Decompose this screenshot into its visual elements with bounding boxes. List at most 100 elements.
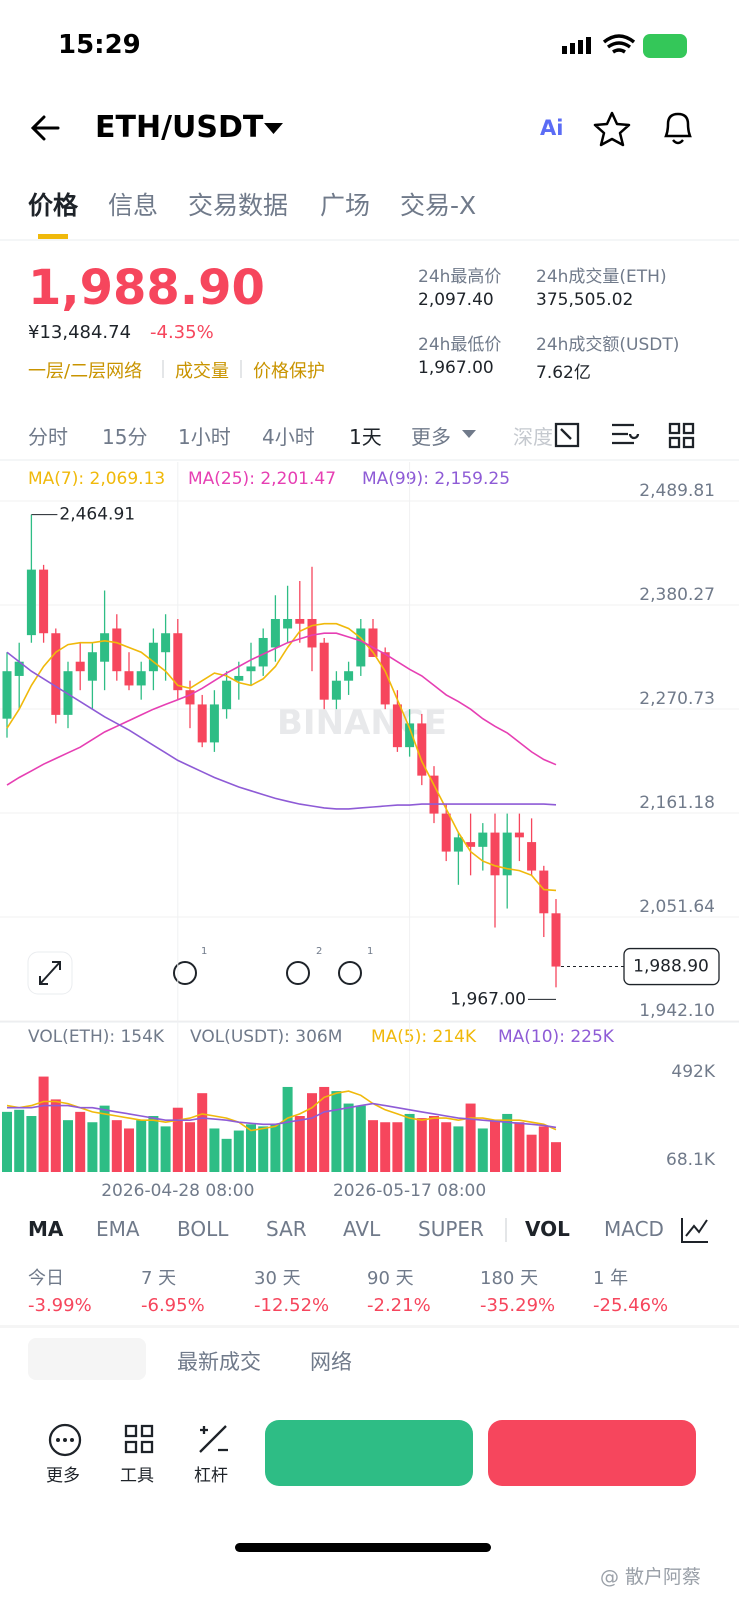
tools-icon[interactable]	[124, 1424, 154, 1454]
ma-legend: MA(99): 2,159.25	[362, 469, 511, 489]
candle-body	[161, 633, 171, 653]
tool-label[interactable]: 杠杆	[194, 1466, 228, 1486]
interval[interactable]: 更多	[411, 425, 451, 449]
sell-button[interactable]	[488, 1420, 696, 1486]
chart-type-icon[interactable]	[681, 1218, 708, 1243]
indicator-tab[interactable]: MA	[28, 1217, 64, 1241]
candle-body	[2, 671, 12, 719]
globe-tool[interactable]	[173, 961, 197, 985]
y-tick-label: 68.1K	[666, 1150, 716, 1170]
x-tick-label: 2026-05-17 08:00	[333, 1181, 486, 1201]
alert-button[interactable]	[664, 112, 692, 145]
more-icon[interactable]	[48, 1423, 82, 1457]
ma-line	[6, 622, 557, 892]
vol-ma-legend: MA(10): 225K	[498, 1027, 614, 1047]
volume-bar	[538, 1126, 549, 1172]
tool-label[interactable]: 更多	[46, 1466, 80, 1486]
candle-body	[380, 652, 390, 705]
volume-bar	[258, 1126, 269, 1172]
volume-bar	[307, 1093, 317, 1172]
period-change: -2.21%	[367, 1295, 431, 1316]
globe-tool[interactable]	[338, 961, 362, 985]
more-dropdown[interactable]	[462, 430, 476, 438]
globe-tool[interactable]	[286, 961, 310, 985]
interval[interactable]: 15分	[102, 425, 148, 449]
indicator-tab[interactable]: VOL	[525, 1217, 570, 1241]
indicator-tab[interactable]: MACD	[604, 1217, 664, 1241]
volume-bar	[453, 1126, 464, 1172]
indicator-settings-icon[interactable]	[612, 423, 640, 445]
candle-body	[502, 832, 512, 876]
order-tab[interactable]: 网络	[310, 1350, 352, 1374]
fullscreen-icon	[39, 961, 61, 985]
volume-bar	[160, 1126, 171, 1172]
buy-button[interactable]	[265, 1420, 473, 1486]
candle-body	[51, 633, 61, 715]
interval[interactable]: 深度	[513, 425, 553, 449]
tab[interactable]: 交易数据	[188, 191, 289, 220]
favorite-button[interactable]	[593, 111, 631, 147]
period-label: 今日	[28, 1268, 64, 1289]
period-label: 30 天	[254, 1268, 301, 1289]
tab[interactable]: 广场	[320, 191, 371, 220]
back-button[interactable]	[30, 115, 60, 141]
ai-button[interactable]: Ai	[540, 116, 564, 140]
stat-label: 24h成交量(ETH)	[536, 267, 667, 287]
tab-indicator	[38, 234, 68, 239]
volume-bar	[63, 1120, 73, 1172]
volume-bar	[99, 1105, 110, 1172]
volume-bar	[197, 1093, 208, 1172]
period-change: -3.99%	[28, 1295, 92, 1316]
candle-body	[331, 680, 341, 700]
order-tab-bg	[28, 1338, 146, 1380]
period-change: -6.95%	[141, 1295, 205, 1316]
volume-bar	[172, 1107, 183, 1172]
tool-label[interactable]: 工具	[120, 1466, 154, 1486]
volume-bar	[50, 1099, 61, 1172]
layout-icon[interactable]	[668, 422, 695, 449]
volume-bar	[2, 1111, 12, 1172]
candle-body	[39, 569, 49, 634]
vol-usdt-legend: VOL(USDT): 306M	[190, 1027, 343, 1047]
interval[interactable]: 4小时	[262, 425, 315, 449]
period-label: 90 天	[367, 1268, 414, 1289]
candle-body	[490, 832, 500, 876]
y-tick-label: 1,942.10	[639, 1001, 715, 1021]
indicator-tab[interactable]: SUPER	[418, 1217, 484, 1241]
tag[interactable]: 一层/二层网络	[28, 361, 143, 382]
y-tick-label: 2,489.81	[639, 481, 715, 501]
interval[interactable]: 分时	[28, 425, 68, 449]
stat-label: 24h最高价	[418, 267, 502, 287]
period-change: -12.52%	[254, 1295, 330, 1316]
candle-body	[514, 832, 524, 838]
period-label: 180 天	[480, 1268, 539, 1289]
interval[interactable]: 1天	[349, 425, 382, 449]
leverage-icon[interactable]	[199, 1425, 228, 1453]
tab[interactable]: 价格	[28, 191, 79, 220]
order-tab[interactable]: 最新成交	[177, 1350, 261, 1374]
period-change: -35.29%	[480, 1295, 556, 1316]
pair-dropdown[interactable]	[264, 123, 283, 134]
badge: 1	[367, 946, 374, 957]
tag[interactable]: 价格保护	[253, 361, 325, 382]
volume-bar	[331, 1091, 342, 1172]
candle-body	[270, 618, 280, 648]
candle-body	[185, 690, 195, 705]
tab[interactable]: 信息	[108, 191, 159, 220]
volume-bar	[209, 1128, 220, 1172]
volume-bar	[416, 1118, 427, 1172]
volume-bar	[294, 1116, 305, 1172]
chart-settings-icon[interactable]	[554, 422, 580, 448]
tag[interactable]: 成交量	[175, 361, 229, 382]
indicator-tab[interactable]: SAR	[266, 1217, 307, 1241]
indicator-tab[interactable]: BOLL	[177, 1217, 229, 1241]
tab[interactable]: 交易-X	[400, 191, 477, 220]
candle-body	[197, 704, 207, 743]
pair-title[interactable]: ETH/USDT	[95, 110, 264, 145]
candle-body	[478, 832, 488, 847]
x-tick-label: 2026-04-28 08:00	[101, 1181, 254, 1201]
vol-ma-legend: MA(5): 214K	[371, 1027, 477, 1047]
indicator-tab[interactable]: EMA	[96, 1217, 140, 1241]
indicator-tab[interactable]: AVL	[343, 1217, 381, 1241]
interval[interactable]: 1小时	[178, 425, 231, 449]
